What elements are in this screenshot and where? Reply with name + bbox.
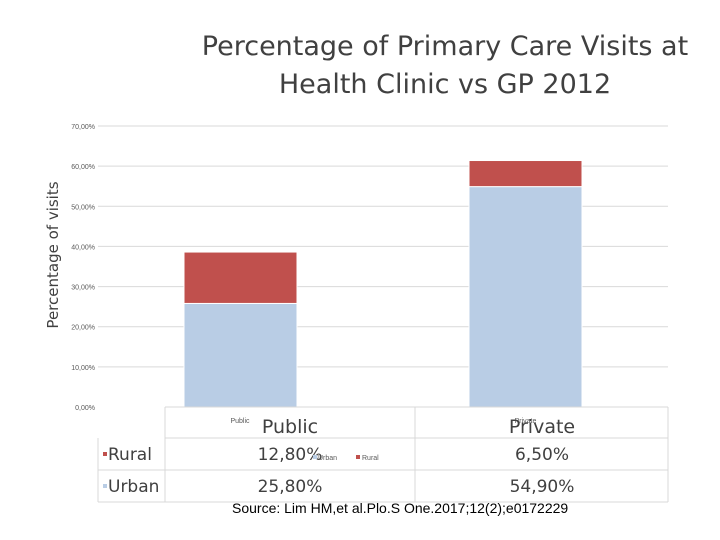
bar-urban	[183, 302, 298, 408]
legend-key-rural	[103, 452, 107, 456]
legend-key-urban	[103, 484, 107, 488]
table-cell: 12,80%	[258, 445, 323, 465]
legend-key-urban	[313, 455, 317, 459]
bar-rural	[468, 160, 583, 188]
legend-key-rural	[356, 455, 360, 459]
y-tick-label: 40,00%	[71, 244, 95, 251]
bar-urban	[468, 186, 583, 408]
source-note: Source: Lim HM,et al.Plo.S One.2017;12(2…	[232, 500, 569, 516]
table-row-label: Rural	[108, 445, 152, 465]
legend-label: Rural	[362, 455, 379, 462]
y-tick-label: 10,00%	[71, 365, 95, 372]
x-tick-label: Public	[230, 418, 250, 425]
bar-rural	[183, 251, 298, 304]
x-tick-label: Private	[515, 418, 537, 425]
y-tick-label: 30,00%	[71, 285, 95, 292]
chart-title: Percentage of Primary Care Visits at Hea…	[201, 31, 689, 100]
y-tick-label: 70,00%	[71, 124, 95, 131]
table-header: Private	[509, 416, 575, 438]
table-row-label: Urban	[108, 477, 159, 497]
y-tick-label: 50,00%	[71, 204, 95, 211]
table-cell: 6,50%	[515, 445, 569, 465]
table-cell: 54,90%	[510, 477, 575, 497]
table-header: Public	[262, 416, 318, 438]
legend-label: Urban	[318, 455, 337, 462]
y-tick-label: 20,00%	[71, 325, 95, 332]
table-cell: 25,80%	[258, 477, 323, 497]
y-tick-label: 0,00%	[75, 405, 95, 412]
y-tick-label: 60,00%	[71, 164, 95, 171]
